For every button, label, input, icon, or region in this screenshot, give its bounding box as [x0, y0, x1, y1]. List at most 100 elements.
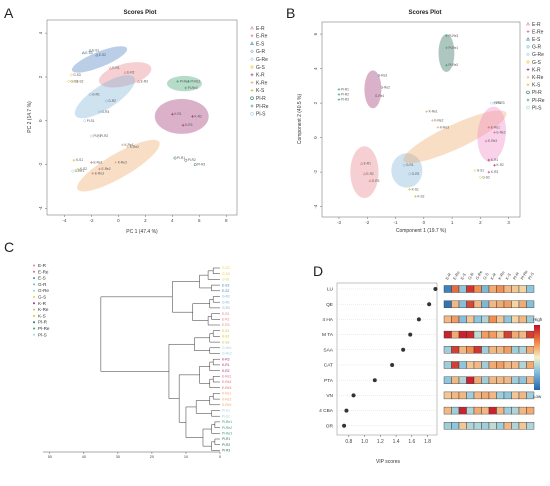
- heatmap-cell: [496, 406, 505, 415]
- data-point: [123, 70, 127, 74]
- point-label: E-S2: [99, 53, 106, 57]
- heatmap-column-label: E-Re: [452, 269, 461, 280]
- data-point: [181, 123, 185, 127]
- legend-marker: [526, 75, 530, 79]
- data-point: [368, 178, 372, 183]
- legend-marker: [33, 308, 35, 311]
- leaf-label: G-R1: [222, 300, 230, 304]
- panel-letter-a: A: [4, 5, 14, 21]
- heatmap-cell: [526, 285, 535, 293]
- distance-axis: 50 40 30 20 10 0: [43, 451, 221, 459]
- data-point: [191, 115, 194, 118]
- panel-b-scores-plot: B Scores Plot -3 -2 -1 0 1 2 3 -4 -2 0 2 4 6 Pl-Re3 Pl…: [286, 5, 545, 234]
- legend-marker: [33, 277, 35, 280]
- chart-title: Scores Plot: [408, 10, 441, 16]
- plot-area: -3 -2 -1 0 1 2 3 -4 -2 0 2 4 6 Pl-Re3 Pl-Re1 Pl-Re2 G-Re…: [313, 32, 510, 225]
- point-label: Pl-Re3: [188, 86, 198, 90]
- heatmap-cell: [443, 422, 452, 430]
- x-axis-label: VIP scores: [376, 459, 401, 465]
- data-point: [96, 134, 100, 138]
- data-point: [136, 79, 141, 83]
- heatmap-column-label: K-S: [504, 272, 512, 281]
- point-label: G-S1: [71, 79, 79, 83]
- point-label: Pl-R1: [93, 134, 101, 138]
- data-point: [95, 53, 99, 57]
- point-label: K-S1: [76, 158, 83, 162]
- data-point: [371, 94, 375, 98]
- chart-title: Scores Plot: [123, 10, 156, 16]
- confidence-ellipse: [166, 75, 202, 92]
- data-point: [97, 110, 102, 114]
- heatmap-cell: [443, 376, 452, 384]
- vip-dot: [351, 393, 356, 398]
- point-label: E-R2: [127, 71, 134, 75]
- legend: E-RE-ReE-SG-RG-ReG-SK-RK-ReK-SPl-RPl-ReP…: [526, 22, 545, 111]
- heatmap-cell: [488, 330, 497, 339]
- x-tick-label: 0: [117, 218, 120, 223]
- panel-letter-d: D: [313, 263, 323, 279]
- colorbar: [534, 325, 540, 390]
- plot-frame: [321, 21, 521, 218]
- data-point: [104, 99, 108, 103]
- leaf-label: E-S2: [222, 289, 229, 293]
- vip-dot: [408, 332, 413, 337]
- heatmap-cell: [451, 285, 460, 293]
- legend-marker: [33, 296, 35, 298]
- legend-marker: [33, 283, 35, 286]
- legend-label: G-S: [256, 65, 266, 71]
- point-label: G-S3: [73, 73, 81, 77]
- legend-marker: [250, 41, 254, 45]
- legend-marker: [526, 60, 530, 64]
- heatmap-cell: [473, 422, 482, 430]
- heatmap-cell: [488, 285, 497, 293]
- heatmap-cell: [511, 346, 520, 354]
- variable-label: PTA: [324, 378, 334, 384]
- point-label: G-S2: [482, 175, 490, 179]
- heatmap-cell: [473, 346, 482, 354]
- leaf-label: E-R1: [222, 312, 230, 316]
- data-point: [121, 143, 124, 147]
- data-point: [69, 73, 73, 77]
- data-point: [478, 175, 483, 180]
- leaf-label: Pl-S2: [222, 414, 230, 418]
- y-tick-label: 0: [313, 136, 318, 139]
- heatmap-cell: [488, 391, 497, 400]
- legend-label: E-R: [532, 22, 541, 28]
- y-tick-label: 0: [38, 119, 43, 122]
- x-tick-label: 1.2: [377, 439, 384, 445]
- heatmap-cell: [443, 391, 452, 400]
- confidence-ellipse: [154, 98, 209, 134]
- heatmap-column-label: K-Re: [497, 269, 506, 280]
- legend-marker: [526, 68, 530, 71]
- legend: E-RE-ReE-SG-RG-ReG-SK-RK-ReK-SPl-RPl-ReP…: [250, 26, 269, 118]
- data-point: [126, 145, 130, 149]
- x-tick-label: 1.8: [424, 439, 431, 445]
- x-tick-label: 40: [82, 455, 86, 459]
- heatmap-cell: [458, 346, 467, 354]
- legend: E-RE-ReE-SG-RG-ReG-SK-RK-ReK-SPl-RPl-ReP…: [33, 263, 50, 337]
- point-label: Pl-Re2: [190, 79, 200, 83]
- variable-label: QE: [326, 302, 333, 308]
- variable-label: OR: [326, 423, 334, 429]
- heatmap-cell: [503, 376, 512, 384]
- leaf-label: Pl-Re1: [222, 420, 232, 424]
- vip-dot: [401, 347, 406, 352]
- legend-marker: [250, 34, 254, 38]
- dendrogram-branch: [199, 366, 210, 384]
- heatmap-cell: [518, 330, 527, 339]
- legend-label: G-R: [256, 49, 266, 55]
- heatmap-cell: [503, 300, 512, 308]
- heatmap-cell: [526, 346, 535, 354]
- heatmap-cell: [488, 422, 497, 430]
- x-tick-label: 50: [48, 455, 52, 459]
- legend-label: G-Re: [38, 288, 49, 293]
- point-label: G-R2: [412, 172, 420, 176]
- dendrogram-tree: G-S2 G-S3 G-S1E-S3 E-S2 G-R2G-R1 G-R3 E-R1 E-R2…: [100, 266, 232, 453]
- colorbar-high-label: High: [533, 317, 543, 322]
- legend-label: G-S: [38, 295, 46, 300]
- panel-d-vip-scores: D LU QE 4 HA M TA SAA CAT PTA VN 4 CBA OR 0.8 1.0 1.…: [313, 263, 543, 465]
- vip-dot: [390, 363, 395, 367]
- heatmap-cell: [466, 391, 475, 400]
- confidence-ellipse: [74, 75, 136, 119]
